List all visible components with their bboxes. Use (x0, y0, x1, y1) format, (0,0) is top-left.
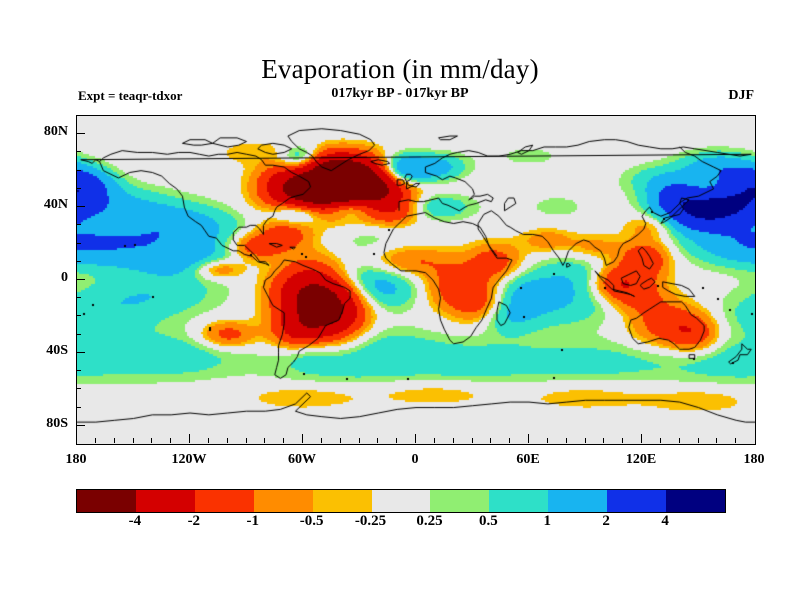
x-tick (433, 438, 435, 443)
page-title: Evaporation (in mm/day) (261, 54, 539, 84)
y-axis-label: 80N (43, 124, 68, 140)
x-tick (132, 438, 134, 443)
x-tick (603, 438, 605, 443)
colorbar-tick-label: 2 (602, 513, 610, 529)
subtitle: 017kyr BP - 017kyr BP (331, 86, 469, 101)
y-tick (76, 224, 81, 226)
x-tick (377, 438, 379, 443)
x-tick (302, 434, 303, 443)
y-tick (76, 424, 85, 426)
y-axis-label: 80S (46, 415, 68, 431)
colorbar-band (489, 490, 549, 512)
colorbar-tick-label: 1 (543, 513, 552, 529)
x-axis-label: 180 (65, 452, 87, 467)
colorbar-band (194, 490, 254, 512)
x-tick (528, 434, 529, 443)
colorbar (76, 489, 726, 513)
y-axis-label: 40N (43, 197, 68, 213)
x-tick (113, 438, 115, 443)
colorbar-band (77, 490, 136, 512)
x-axis-label: 120E (625, 452, 657, 467)
x-tick (641, 434, 642, 443)
y-axis-label: 0 (61, 270, 68, 285)
season-label: DJF (728, 88, 754, 103)
x-tick (584, 438, 586, 443)
map-plot-area (76, 115, 756, 445)
y-tick (76, 133, 85, 135)
x-tick (659, 438, 661, 443)
x-tick (264, 438, 266, 443)
x-tick (94, 438, 96, 443)
x-tick (697, 438, 699, 443)
colorbar-tick-label: -4 (128, 513, 142, 529)
y-axis-label: 40S (46, 342, 68, 358)
colorbar-band (548, 490, 608, 512)
y-tick (76, 151, 81, 153)
y-tick (76, 370, 81, 372)
x-tick (565, 438, 567, 443)
x-tick (490, 438, 492, 443)
x-tick (622, 438, 624, 443)
colorbar-band (430, 490, 490, 512)
colorbar-tick-label: 0.5 (478, 513, 498, 529)
colorbar-band (666, 490, 725, 512)
y-tick (76, 279, 85, 280)
x-tick (678, 438, 680, 443)
x-tick (245, 438, 247, 443)
colorbar-band (253, 490, 313, 512)
y-tick (76, 315, 81, 317)
x-tick (452, 438, 454, 443)
x-tick (358, 438, 360, 443)
y-tick (76, 169, 81, 171)
y-tick (76, 242, 81, 244)
x-tick (396, 438, 398, 443)
x-tick (283, 438, 285, 443)
colorbar-tick-label: -0.25 (354, 513, 387, 529)
x-tick (471, 438, 473, 443)
colorbar-tick-label: -2 (187, 513, 201, 529)
x-tick (170, 438, 172, 443)
y-tick (76, 187, 81, 189)
colorbar-tick-label: 0.25 (416, 513, 443, 529)
y-tick (76, 351, 85, 353)
y-tick (76, 333, 81, 335)
colorbar-band (371, 490, 431, 512)
experiment-label: Expt = teaqr-tdxor (78, 88, 183, 103)
colorbar-tick-label: -0.5 (299, 513, 324, 529)
map-raster (77, 116, 755, 444)
x-axis-label: 60W (288, 452, 316, 467)
x-tick (151, 438, 153, 443)
x-tick (320, 438, 322, 443)
x-tick (735, 438, 737, 443)
x-axis-label: 120W (171, 452, 207, 467)
y-tick (76, 388, 81, 390)
x-tick (207, 438, 209, 443)
x-tick (339, 438, 341, 443)
x-tick (226, 438, 228, 443)
y-tick (76, 260, 81, 262)
x-tick (415, 434, 416, 443)
colorbar-band (312, 490, 372, 512)
x-tick (509, 438, 511, 443)
x-tick (716, 438, 718, 443)
y-tick (76, 297, 81, 299)
colorbar-tick-label: 4 (661, 513, 669, 529)
x-axis-label: 0 (411, 452, 419, 467)
y-tick (76, 206, 85, 208)
colorbar-band (135, 490, 195, 512)
x-axis-label: 60E (516, 452, 540, 467)
x-axis-label: 180 (743, 452, 765, 467)
colorbar-tick-label: -1 (246, 513, 259, 529)
y-tick (76, 406, 81, 408)
x-tick (546, 438, 548, 443)
colorbar-band (607, 490, 667, 512)
x-tick (189, 434, 190, 443)
